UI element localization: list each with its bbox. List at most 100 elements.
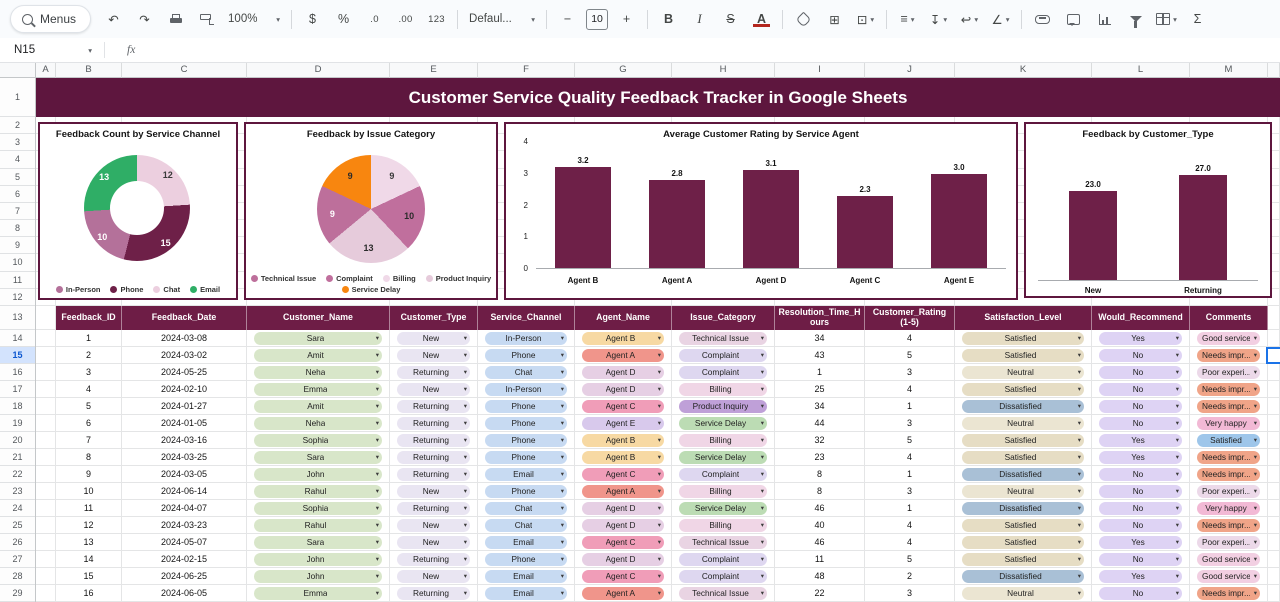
cell[interactable]: 4: [865, 534, 955, 551]
cell[interactable]: 5: [865, 347, 955, 364]
dropdown-chip[interactable]: Sophia ▾: [254, 501, 382, 515]
redo-button[interactable]: ↷: [139, 12, 150, 27]
cell[interactable]: 5: [56, 398, 122, 415]
cell[interactable]: 4: [865, 449, 955, 466]
cell[interactable]: Agent C ▾: [575, 568, 672, 585]
dropdown-chip[interactable]: Rahul ▾: [254, 484, 382, 498]
insert-comment-button[interactable]: [1059, 7, 1088, 31]
cell[interactable]: 3: [865, 415, 955, 432]
chart-1[interactable]: Feedback Count by Service Channel 12 15 10 1…: [38, 122, 238, 300]
cell[interactable]: 46: [775, 534, 865, 551]
cell[interactable]: In-Person ▾: [478, 381, 575, 398]
cell[interactable]: Chat ▾: [478, 364, 575, 381]
row-header-28[interactable]: 28: [0, 568, 35, 585]
increase-font-size-button[interactable]: +: [622, 12, 631, 26]
column-header-F[interactable]: F: [478, 62, 575, 78]
dropdown-chip[interactable]: Neutral ▾: [962, 484, 1084, 498]
create-filter-button[interactable]: [1121, 7, 1150, 31]
cell[interactable]: 44: [775, 415, 865, 432]
dropdown-chip[interactable]: In-Person ▾: [485, 382, 567, 396]
dropdown-chip[interactable]: Needs impr... ▾: [1197, 348, 1260, 362]
cell[interactable]: [36, 585, 56, 602]
cell[interactable]: 3: [865, 483, 955, 500]
cell[interactable]: 8: [775, 466, 865, 483]
decrease-decimal-button[interactable]: .0: [370, 13, 379, 25]
cell[interactable]: Billing ▾: [672, 432, 775, 449]
dropdown-chip[interactable]: Yes ▾: [1099, 433, 1182, 447]
cell[interactable]: Needs impr... ▾: [1190, 347, 1268, 364]
cell[interactable]: 12: [56, 517, 122, 534]
cell[interactable]: 32: [775, 432, 865, 449]
dropdown-chip[interactable]: Sara ▾: [254, 450, 382, 464]
dropdown-chip[interactable]: Email ▾: [485, 586, 567, 600]
cell[interactable]: No ▾: [1092, 551, 1190, 568]
dropdown-chip[interactable]: Complaint ▾: [679, 348, 767, 362]
cell[interactable]: Phone ▾: [478, 398, 575, 415]
cell[interactable]: 3: [56, 364, 122, 381]
dropdown-chip[interactable]: Technical Issue ▾: [679, 586, 767, 600]
column-header-D[interactable]: D: [247, 62, 390, 78]
column-header-G[interactable]: G: [575, 62, 672, 78]
dropdown-chip[interactable]: New ▾: [397, 382, 470, 396]
cell[interactable]: Service Delay ▾: [672, 500, 775, 517]
cell[interactable]: 2024-06-05: [122, 585, 247, 602]
cell[interactable]: 2: [865, 568, 955, 585]
row-header-10[interactable]: 10: [0, 254, 35, 272]
dropdown-chip[interactable]: Neha ▾: [254, 365, 382, 379]
cell[interactable]: 40: [775, 517, 865, 534]
increase-decimal-button[interactable]: .00: [398, 13, 413, 25]
cell[interactable]: Dissatisfied ▾: [955, 398, 1092, 415]
cell[interactable]: 4: [865, 330, 955, 347]
row-header-1[interactable]: 1: [0, 78, 35, 117]
cell[interactable]: Emma ▾: [247, 585, 390, 602]
cell[interactable]: Satisfied ▾: [955, 347, 1092, 364]
cell[interactable]: 14: [56, 551, 122, 568]
dropdown-chip[interactable]: Agent A ▾: [582, 484, 664, 498]
table-header-service-channel[interactable]: Service_Channel: [478, 306, 575, 330]
table-header-customer-type[interactable]: Customer_Type: [390, 306, 478, 330]
dropdown-chip[interactable]: Service Delay ▾: [679, 501, 767, 515]
cell[interactable]: Neutral ▾: [955, 364, 1092, 381]
cell[interactable]: [1268, 364, 1280, 381]
cell[interactable]: Dissatisfied ▾: [955, 568, 1092, 585]
dropdown-chip[interactable]: No ▾: [1099, 586, 1182, 600]
row-header-22[interactable]: 22: [0, 466, 35, 483]
insert-link-button[interactable]: [1028, 7, 1057, 31]
dropdown-chip[interactable]: Phone ▾: [485, 433, 567, 447]
cell[interactable]: 4: [56, 381, 122, 398]
dropdown-chip[interactable]: Chat ▾: [485, 365, 567, 379]
cell[interactable]: Sara ▾: [247, 534, 390, 551]
dropdown-chip[interactable]: Technical Issue ▾: [679, 535, 767, 549]
dropdown-chip[interactable]: Email ▾: [485, 535, 567, 549]
cell[interactable]: Dissatisfied ▾: [955, 500, 1092, 517]
cell[interactable]: [36, 568, 56, 585]
dropdown-chip[interactable]: Emma ▾: [254, 586, 382, 600]
dropdown-chip[interactable]: Agent A ▾: [582, 348, 664, 362]
row-header-19[interactable]: 19: [0, 415, 35, 432]
format-currency-button[interactable]: $: [309, 12, 316, 26]
dropdown-chip[interactable]: Returning ▾: [397, 433, 470, 447]
cell[interactable]: 15: [56, 568, 122, 585]
cell[interactable]: Agent C ▾: [575, 534, 672, 551]
cell[interactable]: Returning ▾: [390, 551, 478, 568]
dropdown-chip[interactable]: Good service ▾: [1197, 569, 1260, 583]
dropdown-chip[interactable]: New ▾: [397, 569, 470, 583]
dropdown-chip[interactable]: Billing ▾: [679, 433, 767, 447]
dropdown-chip[interactable]: No ▾: [1099, 518, 1182, 532]
paint-format-button[interactable]: [192, 7, 221, 31]
dropdown-chip[interactable]: Returning ▾: [397, 399, 470, 413]
cell[interactable]: Satisfied ▾: [955, 432, 1092, 449]
dropdown-chip[interactable]: Service Delay ▾: [679, 450, 767, 464]
dropdown-chip[interactable]: Agent D ▾: [582, 501, 664, 515]
cell[interactable]: Complaint ▾: [672, 568, 775, 585]
cell[interactable]: Satisfied ▾: [955, 449, 1092, 466]
table-views-button[interactable]: ▾: [1152, 7, 1181, 31]
row-header-14[interactable]: 14: [0, 330, 35, 347]
cell[interactable]: Needs impr... ▾: [1190, 449, 1268, 466]
dropdown-chip[interactable]: Sara ▾: [254, 331, 382, 345]
column-header-A[interactable]: A: [36, 62, 56, 78]
decrease-font-size-button[interactable]: −: [563, 12, 572, 26]
zoom-selector[interactable]: 100% ▾: [223, 7, 285, 31]
row-header-2[interactable]: 2: [0, 117, 35, 135]
cell[interactable]: 13: [56, 534, 122, 551]
